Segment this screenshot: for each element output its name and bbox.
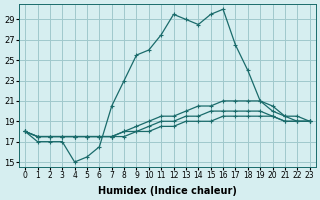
- X-axis label: Humidex (Indice chaleur): Humidex (Indice chaleur): [98, 186, 237, 196]
